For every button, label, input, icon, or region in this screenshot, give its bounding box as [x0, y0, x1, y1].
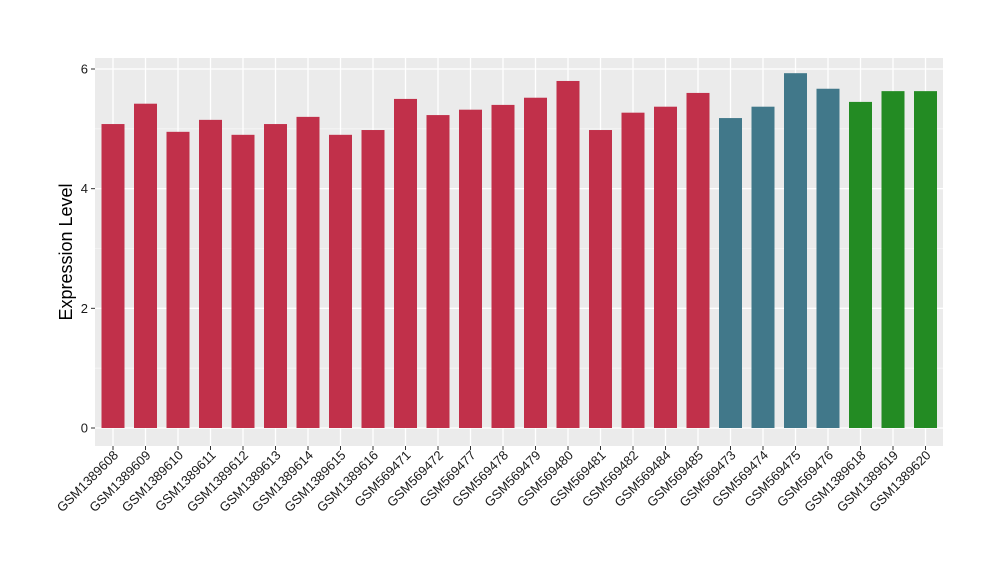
bar-GSM1389612: [231, 134, 255, 429]
bar-GSM569482: [621, 112, 645, 428]
bar-GSM569472: [426, 115, 450, 429]
bar-GSM1389615: [329, 134, 352, 429]
bar-GSM1389611: [199, 119, 222, 428]
bar-GSM569481: [589, 130, 612, 428]
bars: [101, 73, 937, 429]
bar-GSM569484: [654, 106, 677, 428]
bar-GSM569476: [816, 88, 840, 429]
bar-GSM1389609: [134, 103, 157, 428]
bar-GSM1389613: [264, 124, 287, 429]
y-tick-label: 4: [81, 181, 88, 196]
bar-GSM1389614: [296, 116, 320, 428]
y-tick-label: 2: [81, 301, 88, 316]
y-axis: 0 2 4 6: [81, 62, 95, 436]
bar-GSM569480: [556, 80, 580, 428]
bar-GSM569477: [459, 109, 482, 428]
bar-GSM1389610: [166, 131, 190, 428]
y-tick-label: 0: [81, 421, 88, 436]
bar-GSM569475: [784, 73, 807, 429]
bar-GSM1389619: [881, 91, 905, 428]
x-axis: GSM1389608GSM1389609GSM1389610GSM1389611…: [54, 446, 934, 515]
bar-GSM1389616: [361, 130, 385, 428]
bar-GSM1389608: [101, 124, 125, 429]
bar-GSM569471: [394, 98, 417, 429]
bar-GSM569479: [524, 97, 547, 428]
bar-GSM569474: [751, 106, 775, 428]
bar-GSM569478: [491, 104, 515, 429]
bar-GSM569485: [686, 92, 710, 428]
y-axis-title: Expression Level: [56, 183, 76, 320]
bar-GSM1389620: [914, 91, 937, 428]
bar-GSM569473: [719, 118, 742, 429]
plot-panel: [95, 58, 943, 446]
bar-GSM1389618: [849, 101, 872, 429]
y-tick-label: 6: [81, 62, 88, 77]
